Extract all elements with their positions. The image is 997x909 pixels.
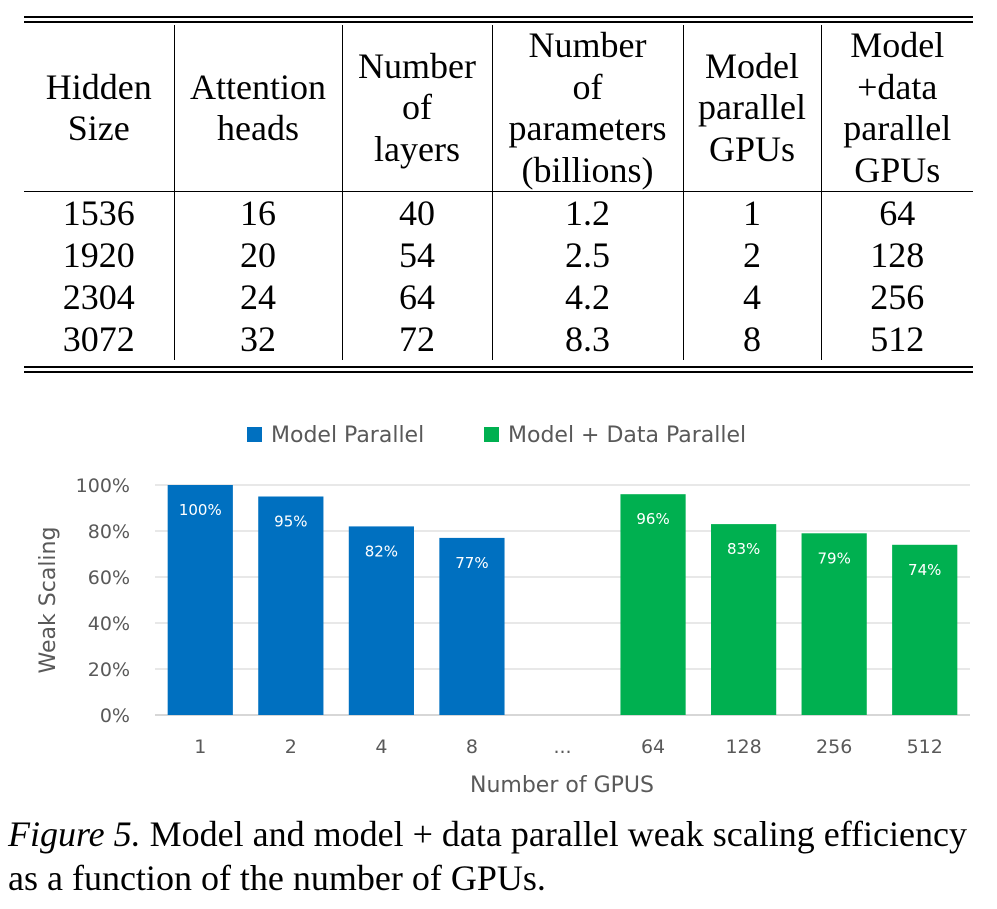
legend-swatch-model-data-parallel: [484, 427, 499, 442]
x-tick-label: 4: [375, 736, 387, 758]
table-cell: 1536: [62, 193, 135, 233]
table-cell: 40: [341, 191, 492, 234]
table-cell: 8: [682, 318, 821, 360]
table-top-rule: [24, 16, 973, 18]
legend-label-model-parallel: Model Parallel: [271, 423, 424, 448]
x-tick-label: 2: [285, 736, 297, 758]
legend-swatch-model-parallel: [247, 427, 262, 442]
bar-value-label: 82%: [365, 542, 398, 560]
weak-scaling-bar-chart: Model Parallel Model + Data Parallel 0% 2…: [36, 423, 970, 798]
table-cell: 128: [820, 234, 973, 276]
bar-value-label: 95%: [274, 513, 307, 531]
table-row: 2304 24 64 4.2 4 256: [24, 276, 973, 318]
x-axis-label: Number of GPUS: [470, 773, 654, 798]
bar: [348, 526, 414, 715]
table-row: 1536 16 40 1.2 1 64: [24, 191, 973, 234]
x-axis-ticks: 1 2 4 8... 64 128 256 512: [194, 736, 943, 758]
x-tick-label: 64: [641, 736, 665, 758]
x-tick-label: 512: [907, 736, 943, 758]
x-tick-label: ...: [553, 736, 571, 758]
table-cell: 2: [682, 234, 821, 276]
y-tick-label: 0%: [100, 705, 130, 727]
table-cell: 256: [820, 276, 973, 318]
bar-value-label: 79%: [817, 549, 850, 567]
header-model-parallel-gpus: Model parallel GPUs: [682, 25, 821, 192]
table-cell: 1920: [62, 235, 135, 275]
legend-label-model-data-parallel: Model + Data Parallel: [508, 423, 746, 448]
config-table: Hidden Size Attention heads Number of la…: [24, 25, 973, 360]
table-cell: 512: [820, 318, 973, 360]
chart-legend: Model Parallel Model + Data Parallel: [247, 423, 746, 448]
table-cell: 20: [173, 234, 342, 276]
table-bottom-rule: [24, 366, 973, 368]
y-tick-label: 100%: [76, 475, 130, 497]
bar: [439, 537, 505, 715]
bar-value-label: 74%: [908, 561, 941, 579]
bar: [892, 544, 958, 715]
header-number-of-parameters: Number of parameters (billions): [491, 25, 683, 192]
table-cell: 54: [341, 234, 492, 276]
bar: [620, 494, 686, 715]
header-model-data-parallel-gpus: Model +data parallel GPUs: [820, 25, 973, 192]
table-top-rule-inner: [24, 21, 973, 23]
table-cell: 4: [682, 276, 821, 318]
caption-text: Model and model + data parallel weak sca…: [8, 814, 967, 898]
y-axis-label: Weak Scaling: [36, 527, 61, 674]
x-tick-label: 128: [725, 736, 761, 758]
table-row: 3072 32 72 8.3 8 512: [24, 318, 973, 360]
table-cell: 32: [173, 318, 342, 360]
bar-value-label: 77%: [455, 554, 488, 572]
figure-caption: Figure 5. Model and model + data paralle…: [8, 812, 993, 900]
table-row: 1920 20 54 2.5 2 128: [24, 234, 973, 276]
x-tick-label: 8: [466, 736, 478, 758]
bar: [801, 533, 867, 715]
y-tick-label: 20%: [88, 659, 130, 681]
bar-value-label: 96%: [636, 510, 669, 528]
x-tick-label: 256: [816, 736, 852, 758]
header-attention-heads: Attention heads: [173, 25, 342, 192]
y-tick-label: 40%: [88, 613, 130, 635]
bar: [711, 524, 777, 715]
table-header-row: Hidden Size Attention heads Number of la…: [24, 25, 973, 192]
header-hidden-size: Hidden Size: [24, 25, 174, 192]
table-cell: 64: [341, 276, 492, 318]
bar-value-label: 83%: [727, 540, 760, 558]
table-cell: 3072: [62, 319, 135, 359]
table-cell: 8.3: [491, 318, 683, 360]
x-tick-label: 1: [194, 736, 206, 758]
figure-label: Figure 5.: [8, 814, 141, 854]
bar-value-label: 100%: [179, 501, 222, 519]
chart-bars: 100% 95% 82% 77% 96% 83% 79% 74%: [167, 485, 958, 715]
y-tick-label: 60%: [88, 567, 130, 589]
table-cell: 72: [341, 318, 492, 360]
table-cell: 1: [682, 191, 821, 234]
y-axis-ticks: 0% 20% 40% 60% 80% 100%: [76, 475, 130, 727]
bar: [167, 485, 233, 715]
table-cell: 24: [173, 276, 342, 318]
table-bottom-rule-inner: [24, 371, 973, 373]
table-cell: 2304: [62, 277, 135, 317]
y-tick-label: 80%: [88, 521, 130, 543]
table-cell: 4.2: [491, 276, 683, 318]
bar: [258, 496, 324, 715]
table-cell: 16: [173, 191, 342, 234]
table-cell: 1.2: [491, 191, 683, 234]
header-number-of-layers: Number of layers: [341, 25, 492, 192]
table-cell: 2.5: [491, 234, 683, 276]
table-cell: 64: [820, 191, 973, 234]
